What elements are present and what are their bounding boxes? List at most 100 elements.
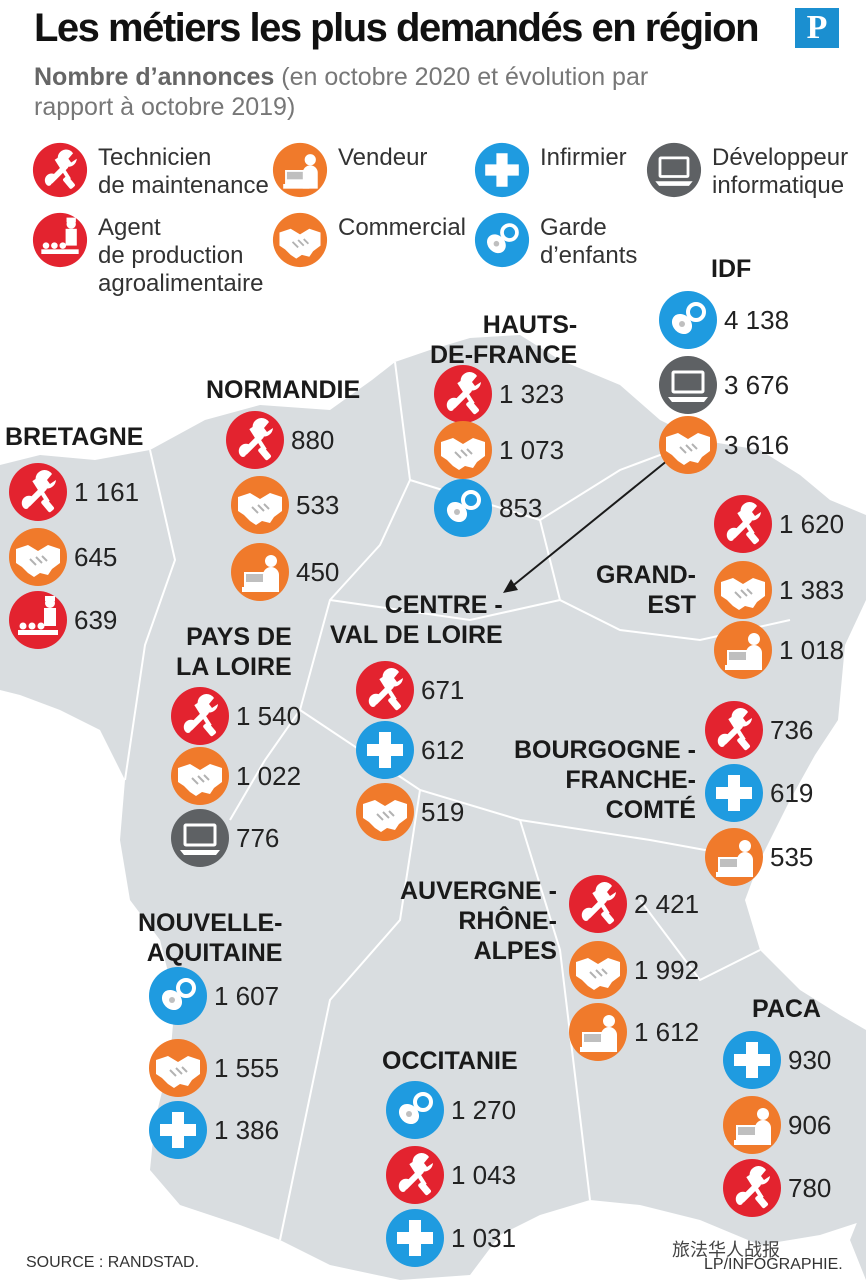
page-title: Les métiers les plus demandés en région bbox=[34, 6, 760, 50]
stat-value: 1 612 bbox=[634, 1016, 700, 1047]
region-name: PACA bbox=[752, 995, 821, 1023]
stat-value: 1 043 bbox=[451, 1159, 517, 1190]
stat-value: 535 bbox=[770, 841, 814, 872]
stat-value: 612 bbox=[421, 734, 465, 765]
handshake-icon bbox=[434, 421, 492, 479]
legend-label: Technicien de maintenance bbox=[98, 144, 269, 199]
region-name: CENTRE - VAL DE LOIRE bbox=[330, 591, 503, 649]
legend-item: Commercial bbox=[272, 212, 466, 268]
region-stat: 1 555 bbox=[148, 1038, 279, 1098]
cashier-icon bbox=[723, 1096, 781, 1154]
region-stat: 4 138 bbox=[658, 290, 789, 350]
region-stat: 450 bbox=[230, 542, 339, 602]
wrench-screwdriver-icon bbox=[723, 1159, 781, 1217]
wrench-screwdriver-icon bbox=[705, 701, 763, 759]
wrench-screwdriver-icon bbox=[32, 142, 88, 198]
legend-label: Vendeur bbox=[338, 144, 428, 171]
stat-value: 1 031 bbox=[451, 1222, 517, 1253]
legend-item: Garde d’enfants bbox=[474, 212, 637, 270]
wrench-screwdriver-icon bbox=[356, 661, 414, 719]
wrench-screwdriver-icon bbox=[386, 1146, 444, 1204]
handshake-icon bbox=[569, 941, 627, 999]
legend-label: Développeur informatique bbox=[712, 144, 849, 199]
medical-cross-icon bbox=[149, 1101, 207, 1159]
idf-arrow-head bbox=[503, 579, 518, 593]
subtitle-bold: Nombre d’annonces bbox=[34, 63, 275, 91]
food-production-icon bbox=[32, 212, 88, 268]
stat-value: 639 bbox=[74, 604, 118, 635]
stat-value: 645 bbox=[74, 541, 118, 572]
region-name: BOURGOGNE - FRANCHE- COMTÉ bbox=[514, 736, 696, 824]
stat-value: 1 607 bbox=[214, 980, 280, 1011]
laptop-icon bbox=[171, 809, 229, 867]
stat-value: 3 616 bbox=[724, 429, 790, 460]
stat-value: 853 bbox=[499, 492, 543, 523]
medical-cross-icon bbox=[356, 721, 414, 779]
stat-value: 3 676 bbox=[724, 369, 790, 400]
idf-arrow bbox=[509, 459, 669, 589]
medical-cross-icon bbox=[723, 1031, 781, 1089]
pacifier-icon bbox=[659, 291, 717, 349]
legend-label: Commercial bbox=[338, 214, 467, 241]
wrench-screwdriver-icon bbox=[226, 411, 284, 469]
region-name: AUVERGNE - RHÔNE- ALPES bbox=[400, 877, 557, 965]
medical-cross-icon bbox=[386, 1209, 444, 1267]
region-stat: 671 bbox=[355, 660, 464, 720]
region-stat: 1 607 bbox=[148, 966, 279, 1026]
region-stat: 776 bbox=[170, 808, 279, 868]
stat-value: 1 022 bbox=[236, 760, 302, 791]
legend-item: Vendeur bbox=[272, 142, 427, 198]
source-note: SOURCE : RANDSTAD. bbox=[26, 1254, 200, 1271]
pacifier-icon bbox=[434, 479, 492, 537]
region-stat: 519 bbox=[355, 782, 464, 842]
region-name: PAYS DE LA LOIRE bbox=[176, 623, 292, 681]
stat-value: 1 323 bbox=[499, 378, 565, 409]
region-name: BRETAGNE bbox=[5, 423, 144, 451]
region-stat: 853 bbox=[433, 478, 542, 538]
subtitle-text: (en octobre 2020 et évolution par rappor… bbox=[34, 63, 649, 121]
region-stat: 1 992 bbox=[568, 940, 699, 1000]
region-stat: 1 073 bbox=[433, 420, 564, 480]
region-stat: 1 386 bbox=[148, 1100, 279, 1160]
france-map bbox=[0, 335, 866, 1280]
cashier-icon bbox=[714, 621, 772, 679]
subtitle: Nombre d’annonces (en octobre 2020 et év… bbox=[34, 62, 674, 122]
region-name: NORMANDIE bbox=[206, 376, 361, 404]
region-stat: 2 421 bbox=[568, 874, 699, 934]
cashier-icon bbox=[231, 543, 289, 601]
region-stat: 612 bbox=[355, 720, 464, 780]
region-stat: 1 612 bbox=[568, 1002, 699, 1062]
region-stat: 1 383 bbox=[713, 560, 844, 620]
stat-value: 930 bbox=[788, 1044, 832, 1075]
credit-note: LP/INFOGRAPHIE. bbox=[704, 1256, 843, 1273]
stat-value: 776 bbox=[236, 822, 280, 853]
france-landmass bbox=[0, 335, 866, 1280]
region-name: HAUTS- DE-FRANCE bbox=[430, 311, 578, 369]
handshake-icon bbox=[714, 561, 772, 619]
region-name: GRAND- EST bbox=[596, 561, 696, 619]
region-stat: 533 bbox=[230, 475, 339, 535]
pacifier-icon bbox=[386, 1081, 444, 1139]
stat-value: 1 383 bbox=[779, 574, 845, 605]
stat-value: 736 bbox=[770, 714, 814, 745]
region-stat: 906 bbox=[722, 1095, 831, 1155]
laptop-icon bbox=[646, 142, 702, 198]
region-stat: 645 bbox=[8, 527, 117, 587]
pacifier-icon bbox=[474, 212, 530, 268]
stat-value: 1 270 bbox=[451, 1094, 517, 1125]
region-stat: 535 bbox=[704, 827, 813, 887]
region-stat: 1 540 bbox=[170, 686, 301, 746]
region-name: NOUVELLE- AQUITAINE bbox=[138, 909, 283, 967]
legend-item: Agent de production agroalimentaire bbox=[32, 212, 263, 298]
pacifier-icon bbox=[149, 967, 207, 1025]
stat-value: 1 992 bbox=[634, 954, 700, 985]
region-stat: 3 616 bbox=[658, 415, 789, 475]
stat-value: 906 bbox=[788, 1109, 832, 1140]
cashier-icon bbox=[705, 828, 763, 886]
wrench-screwdriver-icon bbox=[714, 495, 772, 553]
region-stat: 1 620 bbox=[713, 494, 844, 554]
handshake-icon bbox=[356, 783, 414, 841]
region-stat: 1 018 bbox=[713, 620, 844, 680]
cashier-icon bbox=[569, 1003, 627, 1061]
legend-label: Garde d’enfants bbox=[540, 214, 638, 269]
